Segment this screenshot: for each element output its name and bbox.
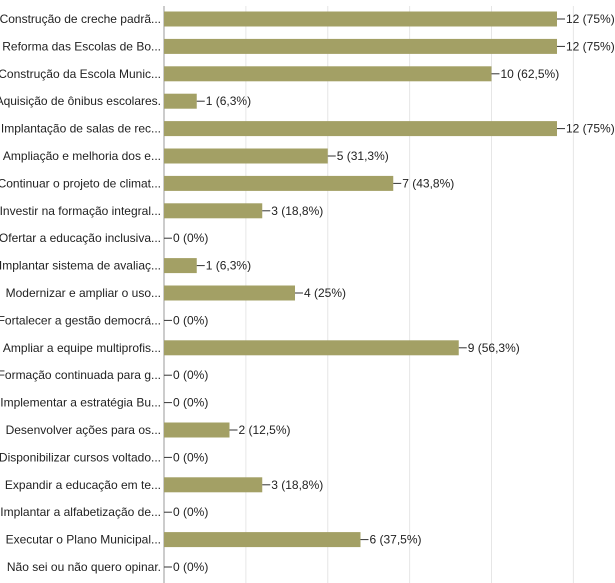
bar: [164, 148, 328, 164]
category-label: Fortalecer a gestão democrá...: [0, 313, 161, 327]
data-label: 6 (37,5%): [370, 533, 422, 547]
data-label: 4 (25%): [304, 286, 346, 300]
category-label: Implantar a alfabetização de...: [0, 505, 161, 519]
data-label: 5 (31,3%): [337, 149, 389, 163]
data-label: 0 (0%): [173, 231, 208, 245]
data-label: 2 (12,5%): [239, 423, 291, 437]
category-label: Construção da Escola Munic...: [0, 67, 161, 81]
data-label: 0 (0%): [173, 505, 208, 519]
category-label: Implantar sistema de avaliaç...: [0, 259, 161, 273]
bar: [164, 258, 197, 274]
bar: [164, 532, 361, 548]
value-labels: 12 (75%) 12 (75%) 10 (62,5%) 1 (6,3%) 12 (75…: [164, 12, 615, 574]
data-label: 12 (75%): [566, 122, 615, 136]
category-label: Ofertar a educação inclusiva...: [0, 231, 161, 245]
category-label: Investir na formação integral...: [0, 204, 161, 218]
bar: [164, 11, 557, 27]
category-label: Reforma das Escolas de Bo...: [2, 39, 161, 53]
category-label: Ampliar a equipe multiprofis...: [3, 341, 161, 355]
bar: [164, 38, 557, 54]
category-label: Disponibilizar cursos voltado...: [0, 450, 161, 464]
category-label: Executar o Plano Municipal...: [6, 533, 161, 547]
category-label: Construção de creche padrã...: [0, 12, 161, 26]
bar: [164, 477, 263, 493]
category-labels: Construção de creche padrã... Reforma das…: [0, 12, 161, 574]
data-label: 0 (0%): [173, 560, 208, 574]
category-label: Continuar o projeto de climat...: [0, 176, 161, 190]
bar: [164, 66, 492, 82]
bar: [164, 93, 197, 109]
data-label: 1 (6,3%): [206, 259, 251, 273]
data-label: 0 (0%): [173, 450, 208, 464]
data-label: 3 (18,8%): [271, 478, 323, 492]
category-label: Desenvolver ações para os...: [6, 423, 161, 437]
data-label: 1 (6,3%): [206, 94, 251, 108]
data-label: 0 (0%): [173, 313, 208, 327]
data-label: 12 (75%): [566, 39, 615, 53]
category-label: Modernizar e ampliar o uso...: [6, 286, 161, 300]
data-label: 7 (43,8%): [402, 176, 454, 190]
bar: [164, 121, 557, 137]
bar: [164, 422, 230, 438]
bar: [164, 285, 295, 301]
category-label: Ampliação e melhoria dos e...: [3, 149, 161, 163]
bar: [164, 340, 459, 356]
data-label: 12 (75%): [566, 12, 615, 26]
data-label: 10 (62,5%): [501, 67, 560, 81]
bar: [164, 203, 263, 219]
data-label: 3 (18,8%): [271, 204, 323, 218]
bar: [164, 175, 394, 191]
data-label: 0 (0%): [173, 396, 208, 410]
data-label: 0 (0%): [173, 368, 208, 382]
category-label: Não sei ou não quero opinar.: [7, 560, 161, 574]
category-label: Expandir a educação em te...: [5, 478, 161, 492]
category-label: Implementar a estratégia Bu...: [0, 396, 161, 410]
data-label: 9 (56,3%): [468, 341, 520, 355]
bars: [164, 11, 557, 548]
category-label: Aquisição de ônibus escolares.: [0, 94, 161, 108]
category-label: Implantação de salas de rec...: [1, 122, 161, 136]
category-label: Formação continuada para g...: [0, 368, 161, 382]
